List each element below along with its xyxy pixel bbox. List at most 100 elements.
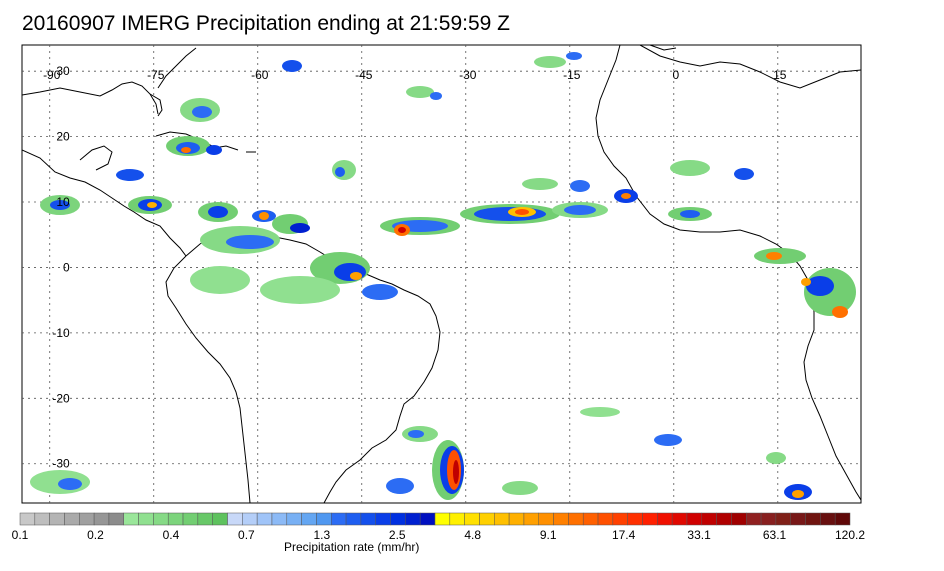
latitude-label: 30 <box>56 64 70 78</box>
colorbar-swatches <box>19 512 851 526</box>
colorbar-tick-label: 0.1 <box>12 528 29 542</box>
colorbar-swatch <box>405 512 421 526</box>
colorbar-swatch <box>434 512 451 526</box>
colorbar-tick-labels: 0.1 0.2 0.4 0.7 1.3 2.5 4.8 9.1 17.4 33.1 63.1 120.… <box>12 528 866 542</box>
colorbar-swatch <box>657 512 673 526</box>
colorbar-swatch <box>316 512 332 526</box>
longitude-labels: -90 -75 -60 -45 -30 -15 0 15 <box>43 68 787 82</box>
colorbar-tick-label: 1.3 <box>313 528 330 542</box>
latitude-labels: 30 20 10 0 -10 -20 -30 <box>52 64 70 471</box>
colorbar-swatch <box>197 512 213 526</box>
colorbar-swatch <box>123 512 139 526</box>
colorbar-swatch <box>331 512 347 526</box>
map-frame <box>21 44 862 504</box>
colorbar-swatch <box>167 512 184 526</box>
longitude-label: -75 <box>147 68 165 82</box>
colorbar-tick-label: 17.4 <box>612 528 636 542</box>
colorbar-swatch <box>286 512 302 526</box>
colorbar-swatch <box>553 512 569 526</box>
florida-coast <box>149 93 163 117</box>
longitude-label: -60 <box>251 68 269 82</box>
longitude-label: -45 <box>355 68 373 82</box>
colorbar-swatch <box>271 512 288 526</box>
latitude-label: -20 <box>52 391 70 405</box>
latitude-label: 0 <box>63 260 70 274</box>
north-america-coastline <box>22 149 187 257</box>
latitude-label: -30 <box>52 457 70 471</box>
colorbar-swatch <box>345 512 362 526</box>
latitude-label: 10 <box>56 195 70 209</box>
colorbar-swatch <box>760 512 777 526</box>
colorbar-swatch <box>419 512 436 526</box>
colorbar-swatch <box>612 512 628 526</box>
south-america-west-coast <box>165 255 251 503</box>
colorbar-swatch <box>138 512 154 526</box>
colorbar-swatch <box>494 512 510 526</box>
colorbar-swatch <box>390 512 406 526</box>
colorbar-swatch <box>746 512 762 526</box>
colorbar-tick-label: 0.2 <box>87 528 104 542</box>
colorbar-swatch <box>49 512 65 526</box>
latitude-label: 20 <box>56 130 70 144</box>
colorbar-swatch <box>597 512 614 526</box>
colorbar-swatch <box>834 512 851 526</box>
colorbar-swatch <box>449 512 465 526</box>
longitude-label: 15 <box>773 68 787 82</box>
colorbar-swatch <box>686 512 703 526</box>
colorbar-swatch <box>538 512 554 526</box>
colorbar-swatch <box>256 512 273 526</box>
africa-coastline <box>595 45 861 501</box>
colorbar-swatch <box>479 512 495 526</box>
colorbar-swatch <box>464 512 480 526</box>
precipitation-field <box>30 52 856 500</box>
colorbar-swatch <box>790 512 806 526</box>
iberia-coast <box>649 45 677 51</box>
colorbar-swatch <box>301 512 317 526</box>
colorbar-swatch <box>212 512 228 526</box>
colorbar-swatch <box>19 512 36 526</box>
longitude-label: -30 <box>459 68 477 82</box>
colorbar-swatch <box>93 512 110 526</box>
longitude-label: -15 <box>563 68 581 82</box>
colorbar-swatch <box>775 512 791 526</box>
colorbar-swatch <box>34 512 50 526</box>
colorbar-swatch <box>820 512 836 526</box>
colorbar-tick-label: 120.2 <box>835 528 865 542</box>
us-east-coast <box>157 47 197 89</box>
precipitation-map: -90 -75 -60 -45 -30 -15 0 15 30 20 10 0 -10 -20 -30 <box>21 44 862 504</box>
colorbar-swatch <box>523 512 540 526</box>
longitude-label: 0 <box>672 68 679 82</box>
colorbar-swatch <box>642 512 658 526</box>
colorbar-swatch <box>716 512 732 526</box>
colorbar-swatch <box>671 512 688 526</box>
colorbar-swatch <box>153 512 169 526</box>
colorbar-swatch <box>182 512 199 526</box>
colorbar-swatch <box>64 512 80 526</box>
colorbar-tick-label: 63.1 <box>763 528 787 542</box>
colorbar-swatch <box>508 512 525 526</box>
colorbar-tick-label: 9.1 <box>540 528 557 542</box>
colorbar-swatch <box>79 512 95 526</box>
colorbar-swatch <box>227 512 243 526</box>
yucatan-coast <box>79 145 113 171</box>
colorbar-tick-label: 33.1 <box>687 528 711 542</box>
colorbar-swatch <box>375 512 391 526</box>
colorbar-swatch <box>731 512 747 526</box>
colorbar-swatch <box>627 512 643 526</box>
colorbar-tick-label: 0.4 <box>163 528 180 542</box>
colorbar-swatch <box>360 512 376 526</box>
colorbar-label: Precipitation rate (mm/hr) <box>284 540 420 554</box>
latitude-label: -10 <box>52 326 70 340</box>
colorbar-tick-label: 0.7 <box>238 528 255 542</box>
coastlines <box>22 45 861 503</box>
colorbar-swatch <box>568 512 584 526</box>
map-title: 20160907 IMERG Precipitation ending at 2… <box>22 12 510 35</box>
colorbar-swatch <box>108 512 125 526</box>
colorbar-swatch <box>805 512 821 526</box>
colorbar-swatch <box>242 512 258 526</box>
colorbar-tick-label: 4.8 <box>464 528 481 542</box>
colorbar-tick-label: 2.5 <box>389 528 406 542</box>
longitude-label: -90 <box>43 68 61 82</box>
colorbar-swatch <box>582 512 599 526</box>
